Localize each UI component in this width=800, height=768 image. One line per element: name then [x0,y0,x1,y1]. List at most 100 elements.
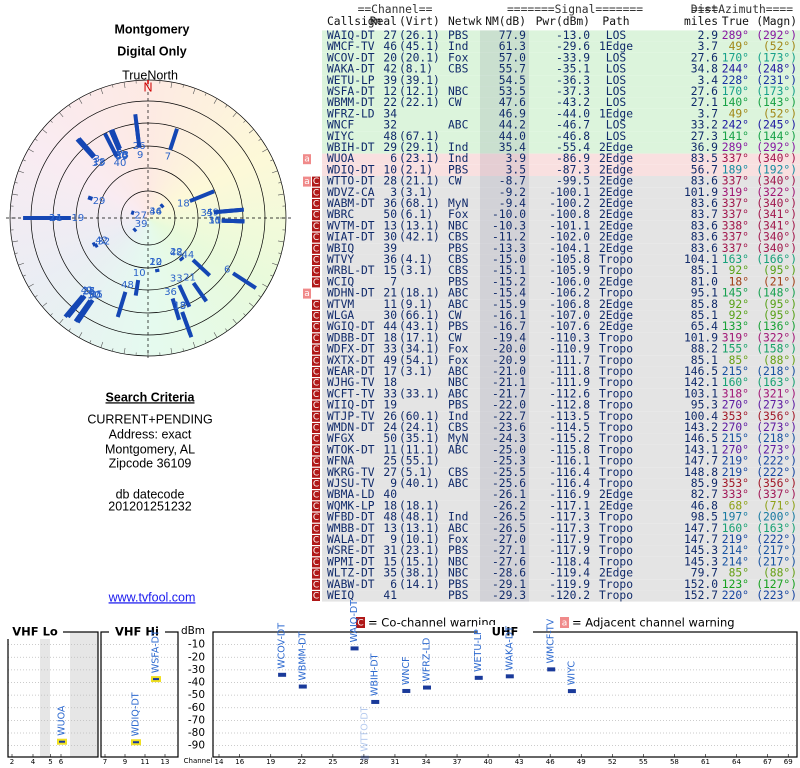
table-cell: -13.3 [492,242,526,255]
table-cell: 160° [722,376,749,389]
x-tick-label: 55 [639,758,648,766]
warning-box [312,176,320,187]
table-cell: 7 [390,275,397,288]
table-cell: Tropo [599,354,633,367]
table-cell: WDVZ-CA [327,186,375,199]
site-link[interactable]: www.tvfool.com [108,590,196,604]
table-cell: 27.3 [691,130,718,143]
x-tick-label: 22 [297,758,306,766]
station-label: 18 [173,300,186,311]
table-cell: -20.9 [492,354,526,367]
station-label: 50 [115,150,128,161]
table-cell: 103.1 [684,387,718,400]
x-tick-label: 5 [48,758,52,766]
legend-box [356,617,365,628]
station-bar [132,227,138,233]
table-cell: (173°) [756,51,797,64]
degree-tick [232,318,237,324]
table-cell: (3.1) [399,186,433,199]
table-cell: 50 [383,208,397,221]
station-bar [87,195,94,201]
table-cell: 2Edge [599,499,633,512]
table-cell: -29.6 [556,40,590,53]
degree-tick [100,88,104,95]
table-cell: 27.6 [691,51,718,64]
table-cell: 319° [722,186,749,199]
table-cell: 270° [722,443,749,456]
table-cell: -116.4 [549,477,590,490]
table-cell: WTVM [327,298,354,311]
table-cell: (222°) [756,533,797,546]
table-cell: 33 [383,343,397,356]
table-cell: (21°) [763,275,797,288]
warning-box [312,512,320,523]
degree-tick [59,112,64,118]
table-cell: -117.9 [549,533,590,546]
warning-flag: C [313,536,319,546]
table-cell: 1Edge [599,40,633,53]
station-marker [278,672,287,677]
table-cell: 145.3 [684,544,718,557]
table-cell: (127°) [756,578,797,591]
table-cell: 189° [722,163,749,176]
table-cell: Tropo [599,522,633,535]
table-cell: -26.2 [492,499,526,512]
station-marker [371,699,380,704]
table-row [322,433,800,445]
table-row [322,523,800,535]
table-cell: 39 [383,74,397,87]
table-cell: 30 [383,309,397,322]
table-cell: 41 [383,589,397,602]
table-cell: 289° [722,29,749,42]
warning-flag: C [313,424,319,434]
table-cell: 2Edge [599,488,633,501]
table-cell: WVTM-DT [327,219,375,232]
table-cell: 318° [722,387,749,400]
degree-tick [270,274,274,277]
table-cell: 85° [729,567,749,580]
table-cell: (292°) [756,29,797,42]
table-cell: CBS [448,63,469,76]
table-row [322,489,800,501]
table-cell: -28.6 [492,567,526,580]
table-cell: 228° [722,74,749,87]
x-tick-label: 52 [608,758,617,766]
table-cell: ABC [448,287,468,300]
warning-box [312,277,320,288]
degree-tick [258,295,262,298]
station-label: 35 [201,208,214,219]
table-cell: WPMI-DT [327,555,375,568]
table-cell: -29.3 [492,589,526,602]
table-cell: (3.1) [399,264,433,277]
table-cell: (341°) [756,219,797,232]
table-cell: 3.7 [698,40,718,53]
table-cell: 152.0 [684,578,718,591]
warning-flag: C [313,446,319,456]
table-cell: 338° [722,219,749,232]
legend-flag: a [562,619,568,629]
table-cell: -115.8 [549,443,590,456]
table-cell: WEAR-DT [327,365,375,378]
search-line: Montgomery, AL [105,442,195,456]
table-cell: -15.0 [492,253,526,266]
table-cell: 104.1 [684,253,718,266]
table-row [322,220,800,232]
station-marker [567,689,576,694]
warning-box [312,333,320,344]
x-tick-label: 64 [732,758,741,766]
table-cell: (11.1) [399,443,440,456]
table-row [322,120,800,132]
table-cell: -10.3 [492,219,526,232]
station-bar [178,256,184,262]
table-cell: -25.3 [492,455,526,468]
table-cell: -115.2 [549,432,590,445]
table-cell: 36 [383,253,397,266]
degree-tick [42,302,48,307]
station-label: 17 [87,291,100,302]
table-cell: 55.7 [499,63,526,76]
table-cell: NBC [448,555,468,568]
table-cell: (223°) [756,589,797,602]
table-cell: 18 [383,376,397,389]
table-cell: WRBL-DT [327,264,375,277]
station-name: WNCF [401,656,412,685]
